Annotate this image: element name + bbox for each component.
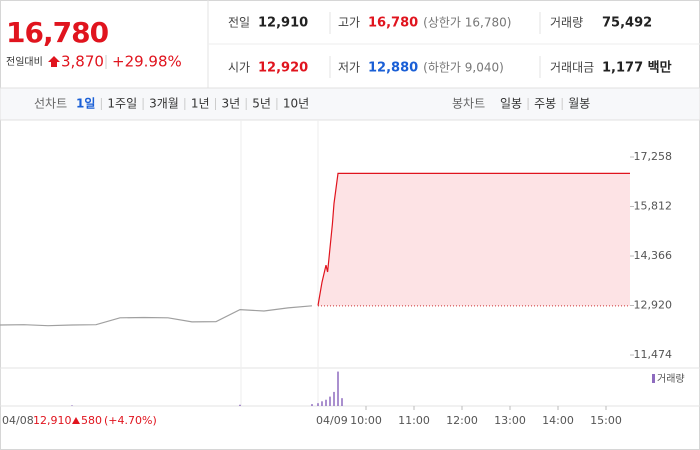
- stat-label: 거래량: [550, 16, 583, 30]
- volume-bar: [329, 396, 331, 406]
- stat-label: 시가: [228, 61, 250, 75]
- tab[interactable]: 1주일: [107, 97, 137, 111]
- prev-change: 580: [81, 414, 102, 427]
- y-tick-label: 11,474: [634, 348, 673, 361]
- stat-value: 12,910: [258, 16, 308, 31]
- change-label: 전일대비: [6, 56, 43, 68]
- legend-label: 거래량: [657, 373, 685, 385]
- volume-bar: [317, 403, 319, 406]
- stat-value: 12,920: [258, 61, 308, 76]
- tab[interactable]: 일봉: [500, 97, 522, 111]
- tab-bar: [0, 87, 700, 121]
- tab[interactable]: 1일: [76, 97, 95, 111]
- price-line: [317, 172, 630, 306]
- tab-group-label: 선차트: [34, 97, 67, 111]
- tab[interactable]: 1년: [191, 97, 210, 111]
- y-tick-label: 12,920: [634, 299, 673, 312]
- change-pct: +29.98%: [112, 53, 182, 71]
- x-tick-label: 10:00: [350, 414, 382, 427]
- stat-value: 75,492: [602, 16, 652, 31]
- x-tick-label: 13:00: [494, 414, 526, 427]
- tab[interactable]: 5년: [252, 97, 271, 111]
- tab[interactable]: 3개월: [149, 97, 179, 111]
- volume-bar: [239, 404, 241, 406]
- x-tick-label: 15:00: [590, 414, 622, 427]
- y-tick-label: 17,258: [634, 150, 673, 163]
- stat-note: (상한가 16,780): [423, 16, 511, 30]
- volume-bar: [325, 399, 327, 406]
- y-tick-label: 15,812: [634, 199, 673, 212]
- tab-group-label: 봉차트: [452, 97, 485, 111]
- volume-bar: [321, 401, 323, 406]
- prev-pct: (+4.70%): [104, 414, 157, 427]
- stat-label: 거래대금: [550, 61, 594, 75]
- volume-bar: [71, 405, 73, 406]
- tab[interactable]: 3년: [222, 97, 241, 111]
- stat-label: 저가: [338, 61, 360, 75]
- volume-panel: [0, 367, 700, 407]
- x-tick-label: 12:00: [446, 414, 478, 427]
- y-tick-label: 14,366: [634, 249, 673, 262]
- price: 16,780: [6, 16, 109, 49]
- area-fill: [318, 173, 630, 306]
- change: 3,870: [61, 53, 104, 71]
- volume-bar: [341, 398, 343, 406]
- tab[interactable]: 주봉: [534, 97, 556, 111]
- day-label: 04/09: [316, 414, 348, 427]
- stat-value: 1,177 백만: [602, 60, 672, 76]
- volume-bar: [311, 404, 313, 406]
- price-line: [0, 305, 313, 327]
- tab[interactable]: 10년: [283, 97, 309, 111]
- x-tick-label: 11:00: [398, 414, 430, 427]
- volume-bar: [333, 391, 335, 406]
- up-icon: [48, 56, 60, 67]
- prev-close: 12,910: [33, 414, 72, 427]
- stat-label: 전일: [228, 16, 250, 30]
- tab[interactable]: 월봉: [568, 97, 590, 111]
- stat-label: 고가: [338, 16, 360, 30]
- prev-date: 04/08: [2, 414, 34, 427]
- stat-note: (하한가 9,040): [423, 61, 504, 75]
- up-icon: [72, 417, 80, 424]
- volume-bar: [337, 371, 339, 406]
- stat-value: 16,780: [368, 16, 418, 31]
- stat-value: 12,880: [368, 61, 418, 76]
- legend-swatch: [652, 374, 655, 383]
- x-tick-label: 14:00: [542, 414, 574, 427]
